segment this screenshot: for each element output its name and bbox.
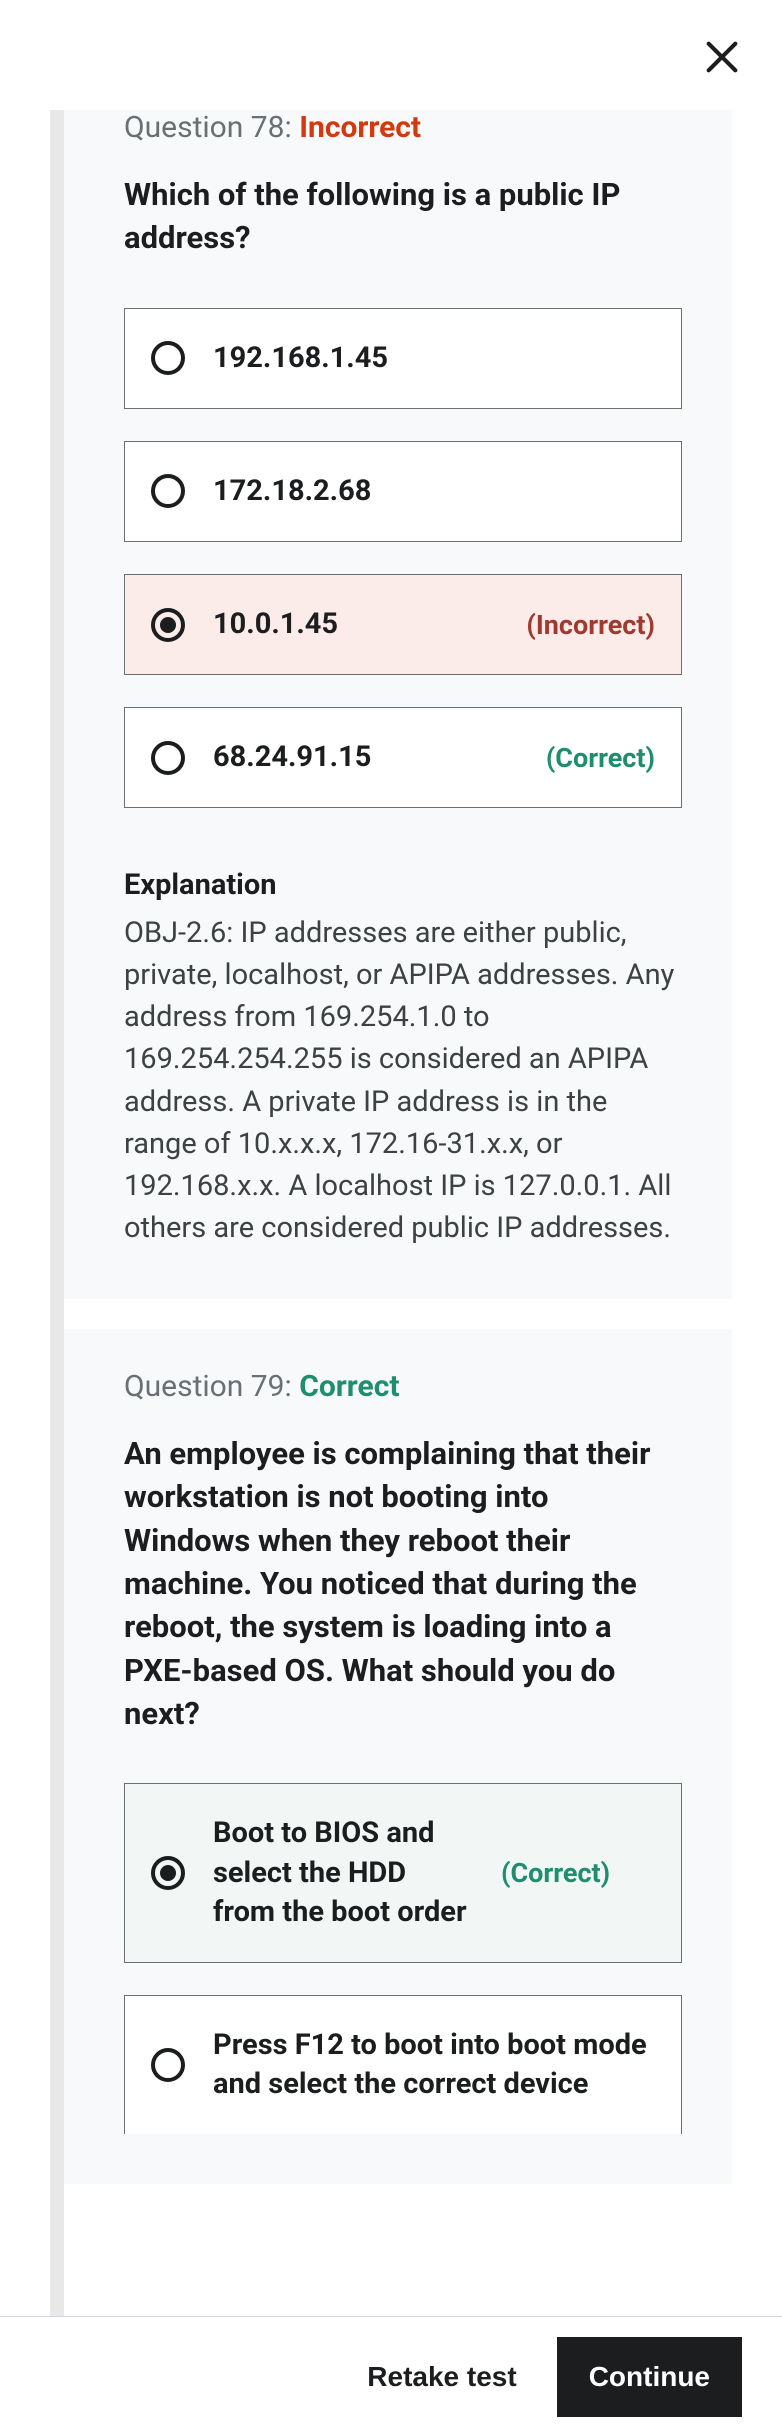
continue-button[interactable]: Continue [557, 2337, 742, 2417]
radio-icon [151, 341, 185, 375]
question-prompt: An employee is complaining that their wo… [124, 1432, 682, 1736]
question-number: Question 78: [124, 110, 299, 145]
content-scroll[interactable]: Question 78: Incorrect Which of the foll… [50, 110, 732, 2316]
status-badge: Incorrect [299, 110, 421, 145]
answer-text: 192.168.1.45 [213, 339, 655, 378]
answer-option-b[interactable]: 172.18.2.68 [124, 441, 682, 542]
answer-option-c[interactable]: 10.0.1.45 (Incorrect) [124, 574, 682, 675]
question-header: Question 78: Incorrect [124, 110, 682, 145]
answer-option-a[interactable]: Boot to BIOS and select the HDD from the… [124, 1783, 682, 1962]
correct-badge: (Correct) [501, 1857, 610, 1889]
answer-text: Press F12 to boot into boot mode and sel… [213, 2026, 655, 2104]
answer-option-a[interactable]: 192.168.1.45 [124, 308, 682, 409]
question-prompt: Which of the following is a public IP ad… [124, 173, 682, 260]
question-number: Question 79: [124, 1369, 299, 1404]
incorrect-badge: (Incorrect) [526, 609, 655, 641]
answer-option-b[interactable]: Press F12 to boot into boot mode and sel… [124, 1995, 682, 2134]
close-icon[interactable] [702, 30, 742, 86]
question-header: Question 79: Correct [124, 1369, 682, 1404]
correct-badge: (Correct) [546, 742, 655, 774]
radio-icon [151, 741, 185, 775]
answer-text: 68.24.91.15 [213, 738, 518, 777]
radio-icon [151, 1856, 185, 1890]
question-card-79: Question 79: Correct An employee is comp… [64, 1329, 732, 2184]
retake-test-button[interactable]: Retake test [357, 2343, 526, 2411]
footer-bar: Retake test Continue [0, 2316, 782, 2436]
answer-text: Boot to BIOS and select the HDD from the… [213, 1814, 473, 1931]
answer-text: 172.18.2.68 [213, 472, 655, 511]
question-card-78: Question 78: Incorrect Which of the foll… [64, 110, 732, 1299]
status-badge: Correct [299, 1369, 399, 1404]
answer-option-d[interactable]: 68.24.91.15 (Correct) [124, 707, 682, 808]
radio-icon [151, 474, 185, 508]
radio-icon [151, 608, 185, 642]
explanation-body: OBJ-2.6: IP addresses are either public,… [124, 912, 682, 1248]
radio-icon [151, 2048, 185, 2082]
answer-text: 10.0.1.45 [213, 605, 498, 644]
explanation-heading: Explanation [124, 868, 682, 902]
